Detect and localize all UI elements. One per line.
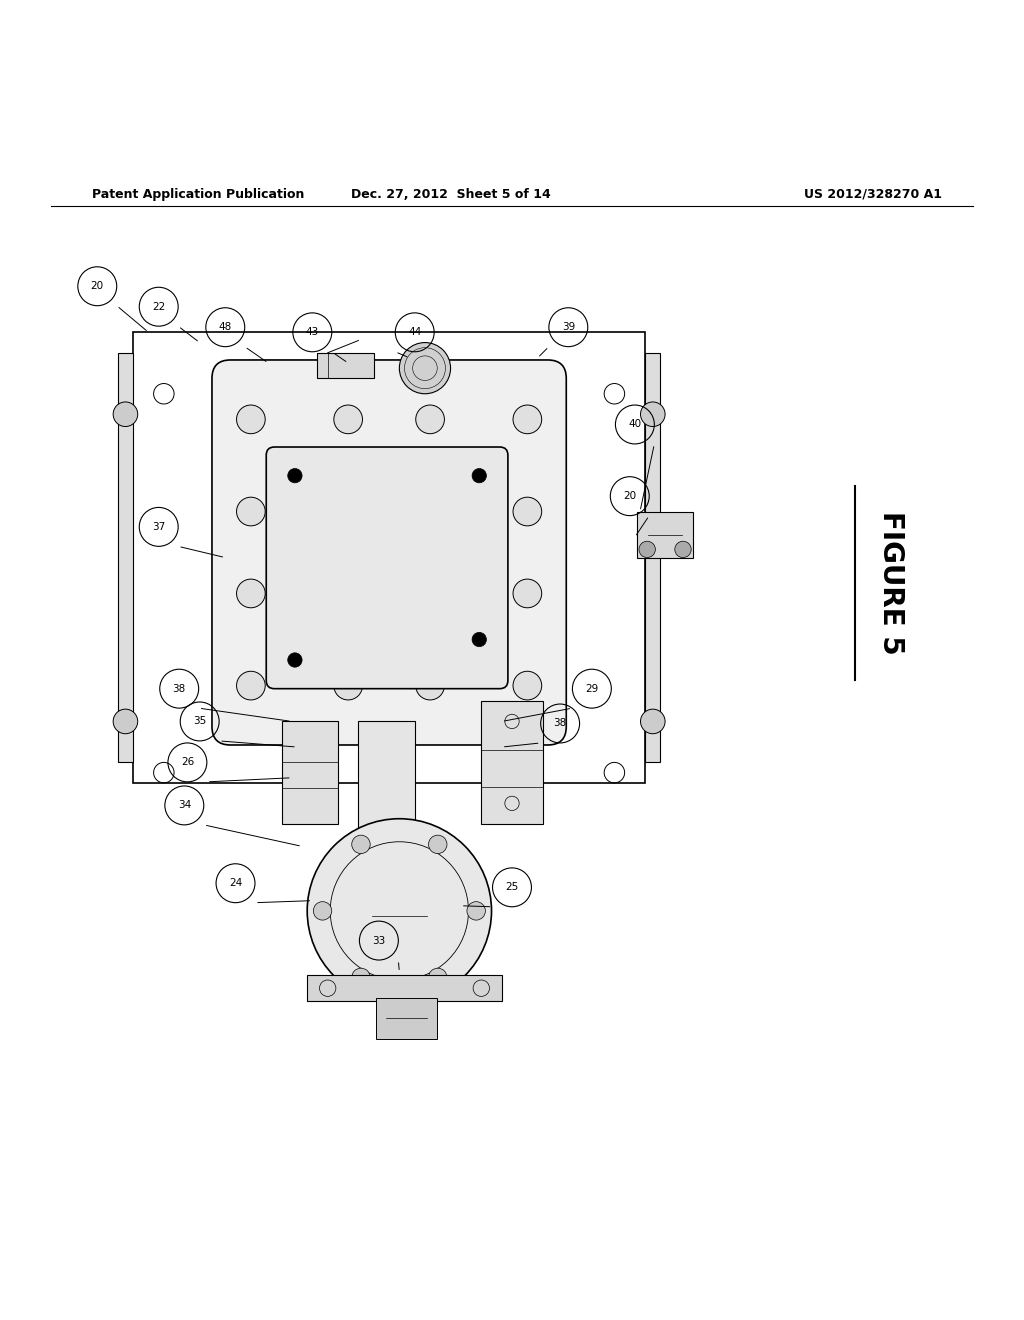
Circle shape — [399, 343, 451, 393]
Text: 44: 44 — [409, 327, 421, 338]
Bar — [637, 512, 693, 557]
Circle shape — [334, 672, 362, 700]
FancyBboxPatch shape — [212, 360, 566, 744]
Text: 37: 37 — [153, 521, 165, 532]
FancyBboxPatch shape — [266, 447, 508, 689]
Circle shape — [675, 541, 691, 557]
Text: 20: 20 — [91, 281, 103, 292]
Text: 33: 33 — [373, 936, 385, 945]
Text: 38: 38 — [173, 684, 185, 694]
Bar — [317, 352, 374, 379]
Circle shape — [237, 498, 265, 525]
Text: 26: 26 — [181, 758, 194, 767]
Circle shape — [288, 469, 302, 483]
Circle shape — [641, 709, 666, 734]
Text: 22: 22 — [153, 302, 165, 312]
Bar — [358, 722, 415, 865]
Circle shape — [472, 469, 486, 483]
Text: 39: 39 — [562, 322, 574, 333]
Bar — [376, 998, 437, 1039]
Bar — [481, 701, 543, 824]
Circle shape — [288, 653, 302, 667]
Text: 35: 35 — [194, 717, 206, 726]
Text: 29: 29 — [586, 684, 598, 694]
Text: 40: 40 — [629, 420, 641, 429]
Circle shape — [307, 818, 492, 1003]
Bar — [133, 333, 645, 783]
Text: Dec. 27, 2012  Sheet 5 of 14: Dec. 27, 2012 Sheet 5 of 14 — [350, 187, 551, 201]
Circle shape — [237, 405, 265, 434]
Circle shape — [237, 672, 265, 700]
Circle shape — [416, 672, 444, 700]
Text: 25: 25 — [506, 882, 518, 892]
Circle shape — [641, 403, 666, 426]
Circle shape — [416, 405, 444, 434]
Circle shape — [467, 902, 485, 920]
Text: 38: 38 — [554, 718, 566, 729]
Bar — [282, 722, 338, 824]
Circle shape — [428, 836, 446, 854]
Circle shape — [472, 632, 486, 647]
Text: 48: 48 — [219, 322, 231, 333]
Circle shape — [513, 498, 542, 525]
Circle shape — [639, 541, 655, 557]
Circle shape — [113, 403, 137, 426]
Bar — [307, 975, 502, 1001]
Circle shape — [237, 579, 265, 607]
Text: 34: 34 — [178, 800, 190, 810]
Circle shape — [352, 836, 371, 854]
Text: 43: 43 — [306, 327, 318, 338]
Circle shape — [352, 968, 371, 986]
Circle shape — [513, 405, 542, 434]
Text: 24: 24 — [229, 878, 242, 888]
Circle shape — [313, 902, 332, 920]
Circle shape — [513, 579, 542, 607]
Circle shape — [428, 968, 446, 986]
Text: US 2012/328270 A1: US 2012/328270 A1 — [804, 187, 942, 201]
Bar — [118, 352, 133, 763]
Circle shape — [334, 405, 362, 434]
Text: Patent Application Publication: Patent Application Publication — [92, 187, 304, 201]
Circle shape — [513, 672, 542, 700]
Text: FIGURE 5: FIGURE 5 — [877, 511, 905, 655]
Text: 20: 20 — [624, 491, 636, 502]
Circle shape — [113, 709, 137, 734]
Bar — [645, 352, 660, 763]
